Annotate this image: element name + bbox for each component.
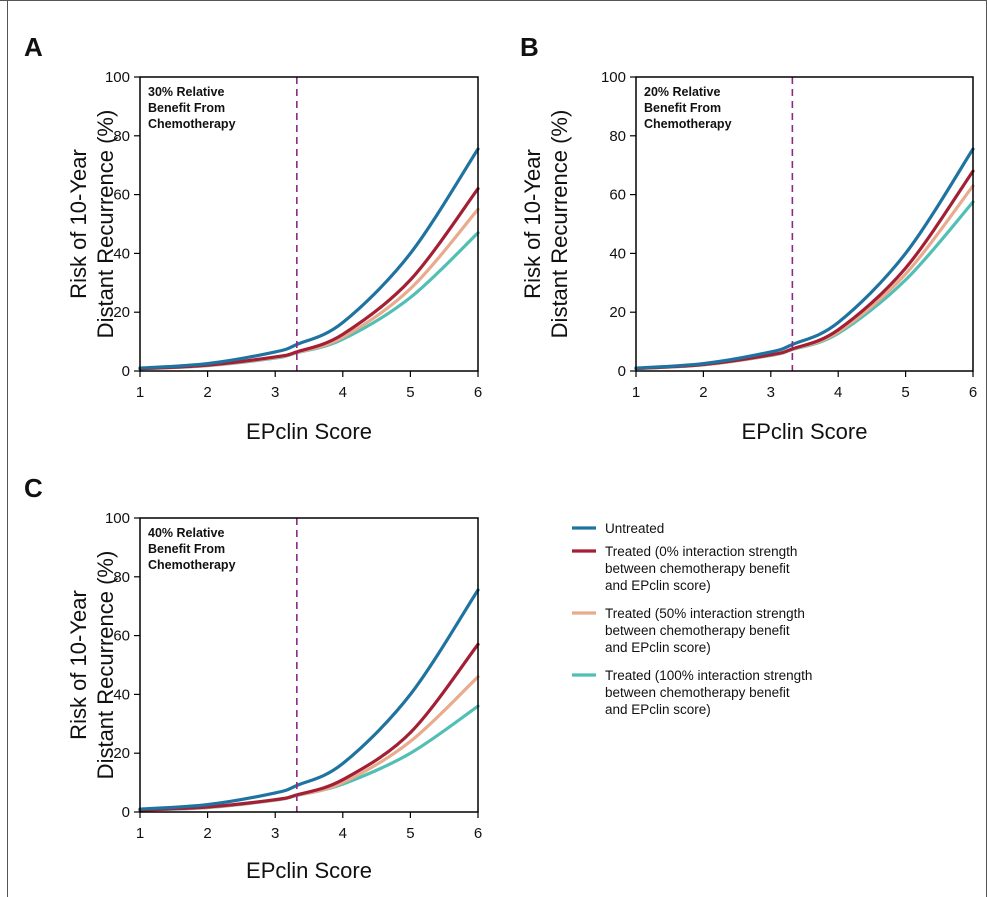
x-tick-label: 5 xyxy=(901,384,909,401)
legend-item-t50: Treated (50% interaction strength between… xyxy=(572,606,805,655)
y-tick-label: 40 xyxy=(113,686,130,703)
annotation-text: Benefit From xyxy=(148,542,225,556)
annotation-text: Benefit From xyxy=(644,101,721,115)
panel-letter: A xyxy=(24,32,43,62)
annotation-text: Benefit From xyxy=(148,101,225,115)
plot-area xyxy=(635,76,974,372)
x-tick-label: 3 xyxy=(271,384,279,401)
y-tick-label: 60 xyxy=(113,628,130,645)
annotation-text: Chemotherapy xyxy=(148,558,236,572)
annotation-text: Chemotherapy xyxy=(644,117,732,131)
y-tick-label: 60 xyxy=(609,187,626,204)
annotation-text: Chemotherapy xyxy=(148,117,236,131)
x-tick-label: 6 xyxy=(474,825,482,842)
y-tick-label: 100 xyxy=(105,510,130,527)
x-tick-label: 3 xyxy=(767,384,775,401)
annotation-text: 40% Relative xyxy=(148,526,224,540)
y-tick-label: 0 xyxy=(618,363,626,380)
y-axis-title: Distant Recurrence (%) xyxy=(547,110,572,339)
x-tick-label: 2 xyxy=(699,384,707,401)
legend-label: between chemotherapy benefit xyxy=(605,561,790,576)
y-tick-label: 60 xyxy=(113,187,130,204)
x-tick-label: 1 xyxy=(136,825,144,842)
y-axis-title: Distant Recurrence (%) xyxy=(93,551,118,780)
x-tick-label: 6 xyxy=(969,384,977,401)
y-axis-title: Risk of 10-Year xyxy=(66,590,91,740)
plot-area xyxy=(139,76,479,372)
y-tick-label: 80 xyxy=(113,128,130,145)
legend-item-t100: Treated (100% interaction strength betwee… xyxy=(572,668,812,717)
legend-label: and EPclin score) xyxy=(605,578,711,593)
y-tick-label: 20 xyxy=(113,304,130,321)
legend-label: and EPclin score) xyxy=(605,640,711,655)
series-line-untreated xyxy=(138,588,480,811)
series-line-t50 xyxy=(138,207,480,371)
y-tick-label: 0 xyxy=(122,804,130,821)
panel-a: A 0 20 40 60 80 100 1 2 3 4 5 6 EPclin Score Risk of 1… xyxy=(24,32,482,444)
x-tick-label: 1 xyxy=(136,384,144,401)
y-tick-label: 20 xyxy=(113,745,130,762)
x-tick-label: 3 xyxy=(271,825,279,842)
legend-label: between chemotherapy benefit xyxy=(605,623,790,638)
x-axis-title: EPclin Score xyxy=(246,419,372,444)
panel-letter: C xyxy=(24,473,43,503)
legend-item-t0: Treated (0% interaction strength between … xyxy=(572,544,797,593)
y-tick-label: 40 xyxy=(113,245,130,262)
x-tick-label: 1 xyxy=(632,384,640,401)
x-tick-label: 5 xyxy=(406,825,414,842)
legend-label: Untreated xyxy=(605,521,664,536)
panel-b: B 0 20 40 60 80 100 1 2 3 4 5 6 EPclin Score Risk of 1… xyxy=(520,32,977,444)
x-axis-title: EPclin Score xyxy=(246,858,372,883)
panel-c: C 0 20 40 60 80 100 1 2 3 4 5 6 EPclin Score Risk of 1… xyxy=(24,473,482,883)
legend-label: Treated (50% interaction strength xyxy=(605,606,805,621)
y-tick-label: 100 xyxy=(105,69,130,86)
y-tick-label: 100 xyxy=(601,69,626,86)
x-tick-label: 2 xyxy=(203,384,211,401)
series-line-t0 xyxy=(138,642,480,812)
y-axis-title: Risk of 10-Year xyxy=(66,149,91,299)
plot-area xyxy=(139,517,479,813)
legend-label: and EPclin score) xyxy=(605,702,711,717)
series-line-untreated xyxy=(634,147,975,370)
panel-letter: B xyxy=(520,32,539,62)
y-tick-label: 0 xyxy=(122,363,130,380)
x-tick-label: 4 xyxy=(834,384,842,401)
x-tick-label: 5 xyxy=(406,384,414,401)
x-tick-label: 4 xyxy=(339,384,347,401)
y-axis-title: Distant Recurrence (%) xyxy=(93,110,118,339)
x-tick-label: 2 xyxy=(203,825,211,842)
annotation-text: 30% Relative xyxy=(148,85,224,99)
x-tick-label: 6 xyxy=(474,384,482,401)
y-tick-label: 40 xyxy=(609,245,626,262)
annotation-text: 20% Relative xyxy=(644,85,720,99)
y-tick-label: 20 xyxy=(609,304,626,321)
legend-label: Treated (0% interaction strength xyxy=(605,544,797,559)
x-tick-label: 4 xyxy=(339,825,347,842)
y-tick-label: 80 xyxy=(609,128,626,145)
legend-label: Treated (100% interaction strength xyxy=(605,668,812,683)
legend: Untreated Treated (0% interaction strengt… xyxy=(572,521,812,717)
y-tick-label: 80 xyxy=(113,569,130,586)
x-axis-title: EPclin Score xyxy=(742,419,868,444)
series-line-untreated xyxy=(138,147,480,370)
legend-label: between chemotherapy benefit xyxy=(605,685,790,700)
y-axis-title: Risk of 10-Year xyxy=(520,149,545,299)
legend-item-untreated: Untreated xyxy=(572,521,664,536)
